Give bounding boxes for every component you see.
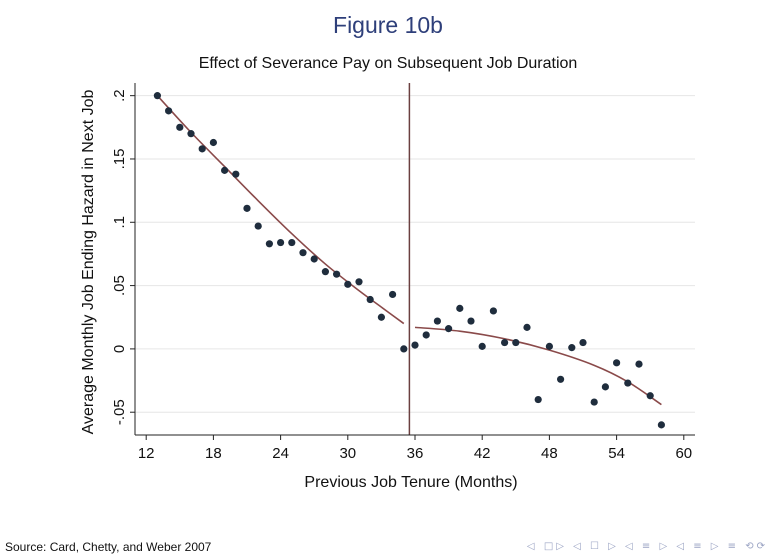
data-point [198, 145, 206, 153]
data-points [153, 92, 666, 429]
data-point [277, 238, 285, 247]
data-point [624, 379, 632, 387]
x-tick-label: 18 [205, 445, 222, 462]
source-caption: Source: Card, Chetty, and Weber 2007 [5, 540, 212, 554]
data-point [333, 270, 341, 278]
x-tick-label: 60 [675, 445, 692, 462]
data-point [176, 123, 184, 131]
section-nav-icon[interactable]: ◁ ☐ ▷ [573, 541, 619, 552]
x-tick-label: 30 [339, 445, 356, 462]
x-axis-label: Previous Job Tenure (Months) [304, 474, 517, 491]
frame-nav-next-icon[interactable]: □▷ [543, 541, 567, 552]
y-tick-label: -.05 [111, 399, 128, 425]
data-point [209, 138, 217, 147]
data-point [489, 307, 497, 315]
data-point [321, 268, 329, 276]
data-point [153, 92, 161, 100]
data-point [422, 331, 430, 339]
x-tick-label: 48 [541, 445, 558, 462]
data-point [366, 295, 374, 304]
data-point [635, 360, 643, 368]
scatter-chart: -.05 0 .05 .1 .15 .2 12 18 24 30 36 42 48 54 60 Previo… [80, 83, 695, 491]
data-point [232, 170, 240, 178]
data-point [187, 130, 195, 138]
data-point [445, 325, 453, 333]
frame-nav-icon[interactable]: ◁ [526, 541, 538, 552]
y-tick-label: .15 [111, 149, 128, 170]
fit-line-left [156, 95, 405, 325]
figure-title: Figure 10b [333, 12, 443, 38]
data-point [265, 240, 273, 248]
y-tick-label: .1 [111, 216, 128, 229]
data-point [299, 249, 307, 257]
align-icon[interactable]: ≡ [727, 541, 740, 552]
data-point [456, 304, 464, 312]
data-point [657, 421, 666, 429]
data-point [545, 342, 554, 350]
x-tick-label: 54 [608, 445, 625, 462]
x-tick-label: 42 [474, 445, 491, 462]
data-point [601, 383, 610, 391]
y-tick-label: .2 [111, 89, 128, 102]
data-point [288, 238, 296, 247]
beamer-navigation: ◁ □▷ ◁ ☐ ▷ ◁ ≡ ▷ ◁ ≡ ▷ ≡ ⟲⟳ [527, 541, 768, 552]
data-point [165, 107, 173, 115]
search-icon[interactable]: ⟲⟳ [745, 541, 768, 552]
data-point [557, 375, 565, 383]
data-point [512, 338, 520, 347]
x-tick-label: 24 [272, 445, 289, 462]
grid-lines [135, 95, 695, 413]
y-axis-label: Average Monthly Job Ending Hazard in Nex… [80, 90, 97, 435]
data-point [433, 317, 441, 325]
data-point [221, 166, 229, 174]
data-point [646, 392, 654, 400]
data-point [613, 359, 621, 367]
data-point [523, 323, 531, 331]
y-tick-label: 0 [111, 345, 128, 353]
axes: -.05 0 .05 .1 .15 .2 12 18 24 30 36 42 48 54 60 [111, 83, 695, 462]
data-point [411, 341, 419, 349]
data-point [310, 255, 318, 263]
data-point [400, 345, 408, 353]
subsubsection-nav-icon[interactable]: ◁ ≡ ▷ [676, 541, 722, 552]
data-point [478, 342, 486, 350]
data-point [568, 344, 576, 352]
data-point [501, 338, 509, 347]
x-tick-label: 36 [407, 445, 424, 462]
data-point [590, 398, 598, 406]
data-point [254, 222, 262, 230]
data-point [355, 278, 363, 286]
y-tick-label: .05 [111, 275, 128, 296]
data-point [243, 204, 251, 212]
data-point [579, 338, 587, 347]
data-point [389, 290, 397, 299]
fit-line-right [414, 326, 662, 406]
subsection-nav-icon[interactable]: ◁ ≡ ▷ [625, 541, 671, 552]
data-point [344, 280, 352, 288]
chart-title: Effect of Severance Pay on Subsequent Jo… [198, 55, 578, 72]
x-tick-label: 12 [138, 445, 155, 462]
data-point [467, 317, 475, 325]
data-point [377, 313, 385, 321]
data-point [534, 395, 542, 404]
